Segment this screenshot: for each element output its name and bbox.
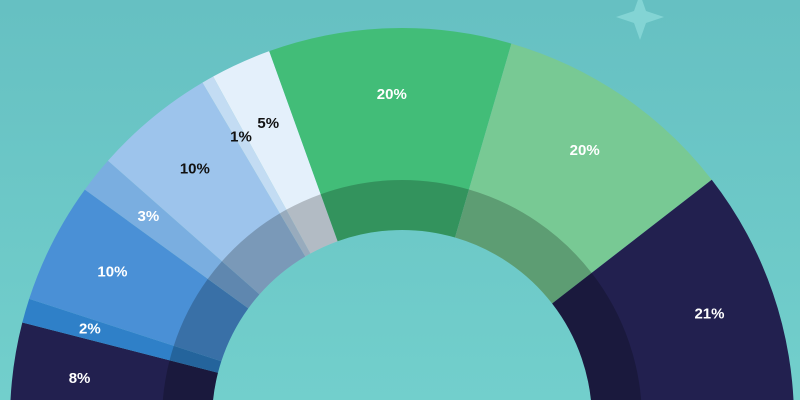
slice-label-7: 5%	[257, 115, 279, 132]
slice-10	[552, 179, 794, 400]
slice-5	[107, 82, 306, 295]
slices-group	[10, 27, 794, 400]
slice-6	[202, 76, 311, 257]
slice-label-5: 10%	[180, 161, 210, 178]
sparkle-icon	[616, 0, 664, 40]
slice-inner-shade-9	[455, 189, 592, 304]
labels-group: 8% 2% 10% 3% 10% 1% 5% 20% 20% 21%	[69, 86, 725, 387]
slice-4	[84, 160, 260, 309]
slice-label-3: 10%	[97, 263, 127, 280]
slice-label-6: 1%	[230, 129, 252, 146]
slice-8	[269, 27, 512, 242]
slice-label-10: 21%	[694, 306, 724, 323]
slice-2	[22, 298, 222, 373]
slice-label-1: 8%	[69, 370, 91, 387]
slice-label-8: 20%	[377, 86, 407, 103]
slice-1	[10, 322, 218, 400]
slice-label-2: 2%	[79, 320, 101, 337]
slice-inner-shade-3	[173, 278, 249, 362]
slice-inner-shade-6	[279, 209, 311, 257]
slice-3	[29, 189, 249, 362]
slice-7	[213, 51, 338, 254]
slice-inner-shade-4	[207, 261, 260, 309]
slice-inner-shade-5	[221, 213, 306, 295]
slice-inner-shade-7	[286, 194, 338, 254]
slice-inner-shade-1	[162, 360, 218, 400]
slice-inner-shade-8	[320, 180, 469, 242]
slice-9	[455, 43, 712, 304]
slice-inner-shade-10	[552, 272, 642, 400]
slice-inner-shade-2	[169, 345, 222, 373]
slice-label-9: 20%	[570, 142, 600, 159]
slice-label-4: 3%	[138, 208, 160, 225]
